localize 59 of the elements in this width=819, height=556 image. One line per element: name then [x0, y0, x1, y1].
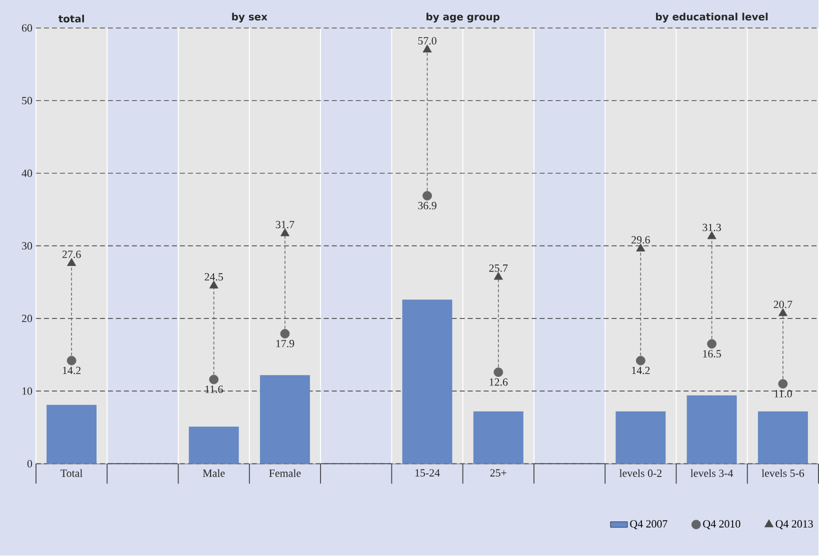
- point: [280, 329, 290, 339]
- data-label: 31.7: [276, 221, 294, 228]
- y-tick-label: 0: [27, 460, 32, 468]
- data-label: 25.7: [489, 264, 508, 272]
- text: total: [58, 14, 84, 23]
- x-tick-label: 25+: [490, 469, 506, 477]
- legend-label: Q4 2007: [630, 520, 668, 530]
- bar: [402, 300, 452, 464]
- point: [67, 258, 76, 266]
- point: [636, 244, 646, 252]
- text: by age group: [426, 12, 500, 23]
- y-tick-label: 10: [22, 388, 32, 395]
- point: [66, 356, 76, 366]
- legend-label: Q4 2010: [703, 520, 740, 530]
- x-tick-label: 15-24: [415, 469, 440, 477]
- legend-label: Q4 2013: [776, 520, 813, 530]
- y-tick-label: 20: [22, 314, 32, 322]
- x-tick-label: levels 5-6: [762, 469, 804, 478]
- bar: [188, 426, 239, 464]
- data-label: 11.0: [774, 390, 792, 398]
- bar: [758, 412, 808, 464]
- data-label: 14.2: [62, 366, 81, 374]
- bar: [616, 412, 666, 464]
- data-label: 17.9: [276, 340, 294, 348]
- data-label: 20.7: [774, 300, 792, 308]
- y-tick-label: 40: [22, 170, 32, 178]
- bar: [260, 375, 310, 464]
- point: [707, 339, 716, 349]
- text: by sex: [232, 12, 268, 23]
- data-label: 36.9: [418, 202, 436, 210]
- y-tick-label: 60: [22, 24, 32, 32]
- x-tick-label: levels 3-4: [690, 469, 734, 478]
- point: [494, 368, 504, 378]
- data-label: 16.5: [703, 350, 721, 358]
- point: [778, 308, 788, 316]
- y-tick-label: 50: [22, 97, 32, 104]
- x-tick-label: Male: [202, 469, 225, 478]
- point: [209, 374, 219, 384]
- data-label: 24.5: [204, 273, 223, 281]
- point: [280, 228, 290, 236]
- point: [636, 356, 646, 366]
- data-label: 57.0: [418, 37, 436, 45]
- point: [494, 272, 503, 280]
- point: [707, 231, 716, 240]
- data-label: 29.6: [632, 236, 650, 244]
- text: by educational level: [656, 12, 768, 23]
- bar: [473, 412, 524, 464]
- data-label: 14.2: [632, 366, 650, 374]
- data-label: 12.6: [490, 378, 508, 386]
- y-tick-label: 30: [22, 242, 32, 250]
- bar: [46, 405, 97, 464]
- bar: [686, 396, 737, 464]
- x-tick-label: levels 0-2: [619, 469, 662, 478]
- data-label: 27.6: [62, 250, 81, 258]
- point: [778, 379, 788, 389]
- data-label: 31.3: [702, 224, 721, 232]
- x-tick-label: Female: [269, 469, 301, 478]
- point: [209, 280, 218, 289]
- x-tick-label: Total: [60, 469, 83, 478]
